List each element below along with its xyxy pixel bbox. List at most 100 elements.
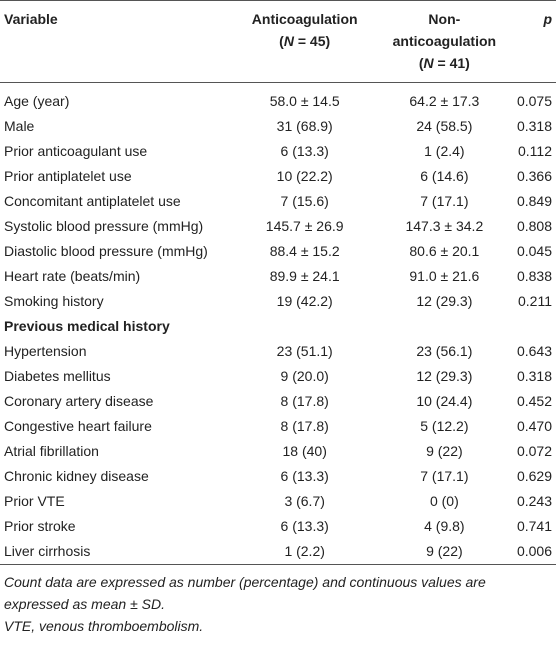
variable-cell: Hypertension <box>4 343 87 359</box>
anticoagulation-cell: 18 (40) <box>282 443 327 459</box>
non-anticoagulation-cell: 147.3 ± 34.2 <box>405 218 484 234</box>
p-value-cell: 0.452 <box>516 393 552 409</box>
non-anticoagulation-cell: 6 (14.6) <box>420 168 469 184</box>
anticoagulation-cell: 6 (13.3) <box>280 468 329 484</box>
table-row: Prior antiplatelet use 10 (22.2) 6 (14.6) 0… <box>0 164 556 189</box>
variable-cell: Male <box>4 118 35 134</box>
group-name: Non-anticoagulation <box>392 11 497 49</box>
table-row: Congestive heart failure 8 (17.8) 5 (12.2)… <box>0 414 556 439</box>
p-value-cell: 0.211 <box>518 293 552 309</box>
p-value-cell: 0.741 <box>516 518 552 534</box>
group-n-rest: = 41) <box>433 55 470 71</box>
anticoagulation-cell: 9 (20.0) <box>280 368 329 384</box>
table-row: Smoking history 19 (42.2) 12 (29.3) 0.211 <box>0 289 556 314</box>
p-value-cell: 0.838 <box>516 268 552 284</box>
non-anticoagulation-cell: 80.6 ± 20.1 <box>409 243 480 259</box>
non-anticoagulation-cell: 9 (22) <box>426 443 463 459</box>
header-group1: Anticoagulation (N = 45) <box>233 0 376 83</box>
non-anticoagulation-cell: 5 (12.2) <box>420 418 469 434</box>
variable-cell: Heart rate (beats/min) <box>4 268 141 284</box>
variable-cell: Coronary artery disease <box>4 393 154 409</box>
table-row: Atrial fibrillation 18 (40) 9 (22) 0.072 <box>0 439 556 464</box>
variable-cell: Concomitant antiplatelet use <box>4 193 181 209</box>
non-anticoagulation-cell: 7 (17.1) <box>420 193 469 209</box>
p-value-cell: 0.075 <box>516 93 552 109</box>
non-anticoagulation-cell: 9 (22) <box>426 543 463 559</box>
table-row: Chronic kidney disease 6 (13.3) 7 (17.1) 0.… <box>0 464 556 489</box>
table-row: Prior stroke 6 (13.3) 4 (9.8) 0.741 <box>0 514 556 539</box>
non-anticoagulation-cell: 12 (29.3) <box>416 293 473 309</box>
p-value-cell: 0.112 <box>518 143 552 159</box>
p-value-cell: 0.072 <box>516 443 552 459</box>
p-value-cell: 0.318 <box>516 118 552 134</box>
table-row: Male 31 (68.9) 24 (58.5) 0.318 <box>0 114 556 139</box>
group-n-open: ( <box>279 33 284 49</box>
anticoagulation-cell: 1 (2.2) <box>284 543 325 559</box>
table-row: Heart rate (beats/min) 89.9 ± 24.1 91.0 ± … <box>0 264 556 289</box>
anticoagulation-cell: 58.0 ± 14.5 <box>269 93 340 109</box>
anticoagulation-cell: 23 (51.1) <box>276 343 333 359</box>
anticoagulation-cell: 6 (13.3) <box>280 143 329 159</box>
variable-cell: Prior antiplatelet use <box>4 168 132 184</box>
p-value-cell: 0.849 <box>516 193 552 209</box>
p-value-cell: 0.006 <box>516 543 552 559</box>
table-row: Prior anticoagulant use 6 (13.3) 1 (2.4) 0.… <box>0 139 556 164</box>
footnote: VTE, venous thromboembolism. <box>4 618 204 634</box>
variable-cell: Age (year) <box>4 93 70 109</box>
p-value-cell: 0.808 <box>516 218 552 234</box>
footnotes: Count data are expressed as number (perc… <box>0 565 556 637</box>
anticoagulation-cell: 6 (13.3) <box>280 518 329 534</box>
header-group2: Non-anticoagulation (N = 41) <box>375 0 513 83</box>
p-value-cell: 0.470 <box>516 418 552 434</box>
anticoagulation-cell: 8 (17.8) <box>280 393 329 409</box>
group-n-rest: = 45) <box>293 33 331 49</box>
table-row: Diabetes mellitus 9 (20.0) 12 (29.3) 0.318 <box>0 364 556 389</box>
non-anticoagulation-cell: 12 (29.3) <box>416 368 473 384</box>
non-anticoagulation-cell: 10 (24.4) <box>416 393 473 409</box>
header-variable: Variable <box>0 0 234 83</box>
variable-cell: Prior stroke <box>4 518 76 534</box>
table-row: Systolic blood pressure (mmHg) 145.7 ± 26… <box>0 214 556 239</box>
anticoagulation-cell: 7 (15.6) <box>280 193 329 209</box>
p-value-cell: 0.629 <box>516 468 552 484</box>
header-row: Variable Anticoagulation (N = 45) Non-an… <box>0 0 556 83</box>
non-anticoagulation-cell: 91.0 ± 21.6 <box>409 268 480 284</box>
anticoagulation-cell: 145.7 ± 26.9 <box>265 218 344 234</box>
p-value-cell: 0.243 <box>516 493 552 509</box>
table: Variable Anticoagulation (N = 45) Non-an… <box>0 0 556 565</box>
header-p: p <box>512 0 556 83</box>
anticoagulation-cell: 31 (68.9) <box>276 118 333 134</box>
non-anticoagulation-cell: 7 (17.1) <box>420 468 469 484</box>
anticoagulation-cell: 10 (22.2) <box>276 168 333 184</box>
p-value-cell: 0.318 <box>516 368 552 384</box>
table-row: Concomitant antiplatelet use 7 (15.6) 7 (1… <box>0 189 556 214</box>
variable-cell: Chronic kidney disease <box>4 468 149 484</box>
table-row: Liver cirrhosis 1 (2.2) 9 (22) 0.006 <box>0 539 556 565</box>
variable-cell: Congestive heart failure <box>4 418 152 434</box>
non-anticoagulation-cell: 64.2 ± 17.3 <box>409 93 480 109</box>
table-row: Coronary artery disease 8 (17.8) 10 (24.4)… <box>0 389 556 414</box>
footnote: Count data are expressed as number (perc… <box>4 574 486 612</box>
group-n-open: ( <box>418 55 424 71</box>
section-heading: Previous medical history <box>4 318 170 334</box>
table-row: Previous medical history <box>0 314 556 339</box>
table-row: Hypertension 23 (51.1) 23 (56.1) 0.643 <box>0 339 556 364</box>
p-value-cell: 0.366 <box>516 168 552 184</box>
variable-cell: Liver cirrhosis <box>4 543 91 559</box>
table-row: Prior VTE 3 (6.7) 0 (0) 0.243 <box>0 489 556 514</box>
variable-cell: Smoking history <box>4 293 104 309</box>
anticoagulation-cell: 89.9 ± 24.1 <box>269 268 340 284</box>
anticoagulation-cell: 19 (42.2) <box>276 293 333 309</box>
anticoagulation-cell: 88.4 ± 15.2 <box>269 243 340 259</box>
anticoagulation-cell: 8 (17.8) <box>280 418 329 434</box>
variable-cell: Prior VTE <box>4 493 65 509</box>
variable-cell: Prior anticoagulant use <box>4 143 148 159</box>
table-body: Age (year) 58.0 ± 14.5 64.2 ± 17.3 0.075 Mal… <box>0 83 556 565</box>
p-value-cell: 0.643 <box>516 343 552 359</box>
variable-cell: Diastolic blood pressure (mmHg) <box>4 243 208 259</box>
table-wrap: Variable Anticoagulation (N = 45) Non-an… <box>0 0 556 637</box>
variable-cell: Diabetes mellitus <box>4 368 111 384</box>
p-value-cell: 0.045 <box>516 243 552 259</box>
group-n-symbol: N <box>283 33 294 49</box>
